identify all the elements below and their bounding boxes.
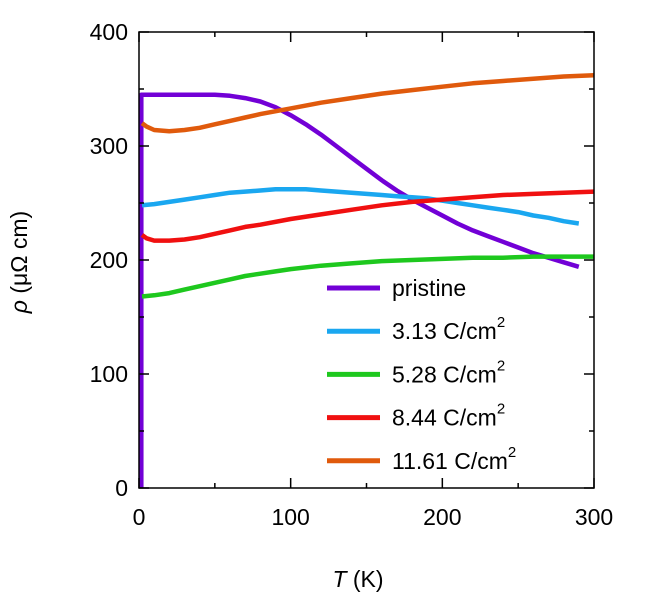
series-curves	[139, 73, 595, 488]
y-axis-symbol: ρ	[6, 300, 32, 314]
legend-label-superscript-2: 2	[497, 357, 505, 374]
legend-label-text-4: 11.61 C/cm	[392, 448, 508, 474]
x-axis-unit: (K)	[353, 566, 384, 592]
y-tick-label-0: 0	[115, 475, 128, 501]
y-tick-label-4: 400	[90, 19, 128, 45]
series-line-0	[139, 92, 580, 488]
y-tick-label-1: 100	[90, 361, 128, 387]
legend-label-2: 5.28 C/cm2	[392, 357, 505, 387]
x-axis-label: T (K)	[332, 566, 383, 592]
y-axis-unit: (μΩ cm)	[6, 211, 32, 294]
x-tick-label-3: 300	[575, 504, 613, 530]
legend-label-text-1: 3.13 C/cm	[392, 318, 497, 344]
x-tick-label-1: 100	[271, 504, 309, 530]
x-axis-symbol: T	[332, 566, 348, 592]
legend-label-superscript-1: 2	[497, 314, 505, 331]
legend-label-text-2: 5.28 C/cm	[392, 361, 497, 387]
legend-label-superscript-4: 2	[508, 444, 516, 461]
legend-label-superscript-3: 2	[497, 401, 505, 418]
y-axis-label: ρ (μΩ cm)	[6, 211, 32, 314]
legend-label-4: 11.61 C/cm2	[392, 444, 516, 474]
legend-label-3: 8.44 C/cm2	[392, 401, 505, 431]
x-tick-label-0: 0	[133, 504, 146, 530]
legend-label-text-3: 8.44 C/cm	[392, 405, 497, 431]
legend-label-text-0: pristine	[392, 275, 466, 301]
series-line-2	[141, 254, 594, 299]
y-tick-label-2: 200	[90, 247, 128, 273]
series-line-3	[140, 189, 595, 243]
series-line-1	[141, 187, 580, 226]
series-line-4	[140, 73, 595, 134]
axis-ticks: 0 100 200 300 0 100 200 300 400	[90, 19, 614, 530]
x-tick-label-2: 200	[423, 504, 461, 530]
legend-label-0: pristine	[392, 275, 466, 301]
y-tick-label-3: 300	[90, 133, 128, 159]
legend-label-1: 3.13 C/cm2	[392, 314, 505, 344]
